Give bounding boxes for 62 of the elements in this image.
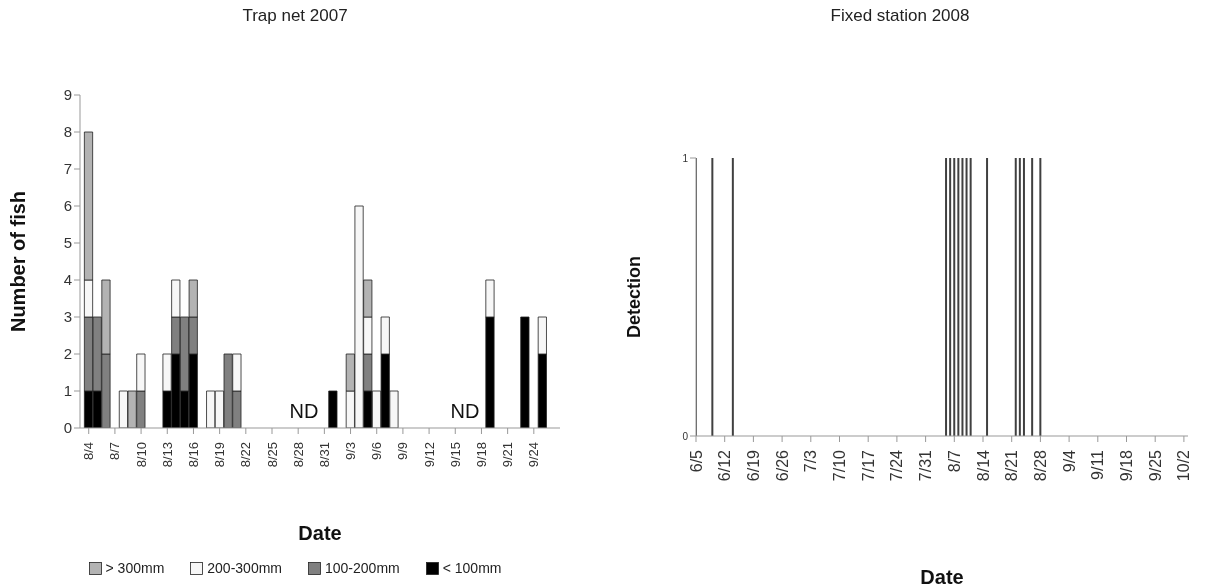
- x-tick-label: 8/28: [290, 442, 306, 468]
- x-tick-label: 8/10: [133, 442, 149, 468]
- y-tick-label: 9: [63, 86, 72, 104]
- y-tick-label: 2: [63, 345, 72, 363]
- y-tick-label: 3: [63, 308, 72, 326]
- y-tick-label: 1: [682, 152, 689, 164]
- x-tick-label: 6/26: [773, 449, 791, 482]
- legend-label: < 100mm: [442, 560, 502, 576]
- x-tick-label: 8/28: [1031, 449, 1049, 482]
- x-tick-label: 8/7: [107, 442, 123, 461]
- x-tick-label: 9/18: [473, 442, 489, 468]
- x-tick-label: 9/25: [1146, 449, 1164, 482]
- x-tick-label: 10/2: [1175, 449, 1193, 482]
- y-tick-label: 1: [63, 382, 72, 400]
- y-tick-label: 0: [682, 430, 689, 442]
- x-tick-label: 8/19: [212, 442, 228, 468]
- x-axis-title: Date: [298, 522, 342, 544]
- y-tick-label: 5: [63, 234, 72, 252]
- x-axis-title: Date: [920, 566, 964, 584]
- x-tick-label: 9/24: [526, 442, 542, 468]
- legend-label: 100-200mm: [325, 560, 400, 576]
- x-tick-label: 7/10: [831, 449, 848, 482]
- x-tick-label: 9/15: [447, 442, 463, 468]
- x-tick-label: 6/5: [687, 449, 705, 473]
- x-tick-label: 9/11: [1089, 449, 1107, 480]
- x-tick-label: 8/13: [159, 442, 175, 468]
- y-tick-label: 6: [63, 197, 72, 215]
- x-tick-label: 8/21: [1003, 449, 1021, 482]
- x-tick-label: 8/14: [974, 449, 992, 482]
- chart-title: Trap net 2007: [241, 6, 349, 26]
- y-axis-title: Detection: [624, 255, 645, 339]
- x-tick-label: 7/3: [802, 449, 820, 473]
- legend-label: 200-300mm: [207, 560, 282, 576]
- y-tick-label: 0: [63, 419, 72, 437]
- y-tick-label: 8: [63, 123, 72, 141]
- x-tick-label: 6/19: [744, 449, 762, 482]
- x-tick-label: 9/21: [500, 442, 516, 468]
- x-tick-label: 9/6: [369, 442, 385, 461]
- legend-label: > 300mm: [105, 560, 165, 576]
- x-tick-label: 7/31: [917, 449, 935, 482]
- x-tick-label: 9/3: [343, 442, 359, 461]
- x-tick-label: 8/16: [185, 442, 201, 468]
- y-tick-label: 4: [63, 271, 72, 289]
- y-axis-title: Number of fish: [7, 190, 30, 333]
- x-tick-label: 9/4: [1060, 449, 1078, 473]
- x-tick-label: 8/31: [316, 442, 332, 468]
- x-tick-label: 8/4: [81, 442, 97, 461]
- x-tick-label: 9/12: [421, 442, 437, 468]
- x-tick-label: 8/22: [238, 442, 254, 468]
- annotation: ND: [288, 400, 320, 423]
- x-tick-label: 9/18: [1118, 449, 1135, 482]
- chart-title: Fixed station 2008: [829, 6, 971, 26]
- annotation: ND: [449, 400, 481, 423]
- y-tick-label: 7: [63, 160, 72, 178]
- x-tick-label: 9/9: [395, 442, 411, 461]
- x-tick-label: 6/12: [716, 449, 734, 482]
- bar: [520, 316, 530, 428]
- x-tick-label: 7/24: [888, 449, 906, 482]
- x-tick-label: 7/17: [859, 449, 877, 482]
- x-tick-label: 8/25: [264, 442, 280, 468]
- bar: [328, 390, 338, 428]
- x-tick-label: 8/7: [945, 449, 963, 473]
